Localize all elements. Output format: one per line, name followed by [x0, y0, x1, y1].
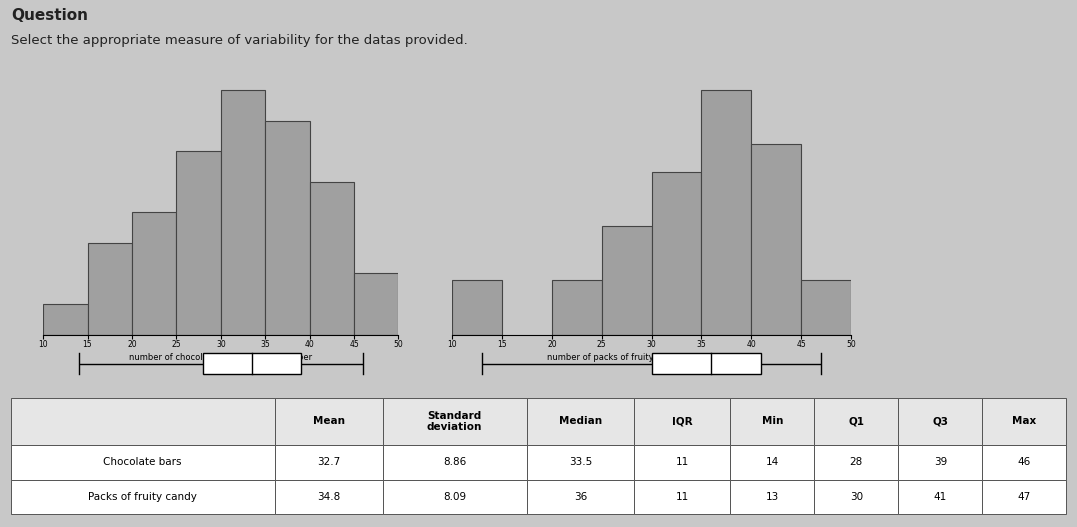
Text: 13: 13: [766, 492, 779, 502]
Text: IQR: IQR: [672, 416, 693, 426]
Text: Mean: Mean: [312, 416, 345, 426]
Bar: [982, 445, 1066, 480]
Text: Median: Median: [559, 416, 602, 426]
Bar: [730, 445, 814, 480]
Bar: [131, 212, 177, 335]
Text: Question: Question: [11, 8, 87, 23]
Bar: [701, 90, 752, 335]
Text: 41: 41: [934, 492, 947, 502]
Bar: [275, 445, 382, 480]
X-axis label: number of chocolate bars sold per member: number of chocolate bars sold per member: [129, 354, 312, 363]
Bar: [553, 280, 602, 335]
Text: 34.8: 34.8: [317, 492, 340, 502]
Bar: [275, 398, 382, 445]
Bar: [982, 480, 1066, 514]
Text: 8.09: 8.09: [443, 492, 466, 502]
Text: 11: 11: [675, 492, 689, 502]
Bar: [275, 480, 382, 514]
Bar: [527, 480, 634, 514]
X-axis label: number of packs of fruity candy sold per member: number of packs of fruity candy sold per…: [547, 354, 756, 363]
Bar: [43, 304, 87, 335]
Bar: [652, 353, 761, 374]
Text: Standard
deviation: Standard deviation: [426, 411, 482, 432]
Bar: [634, 445, 730, 480]
Bar: [634, 480, 730, 514]
Text: 46: 46: [1018, 457, 1031, 467]
Bar: [730, 480, 814, 514]
Bar: [730, 398, 814, 445]
Bar: [382, 445, 527, 480]
Bar: [814, 398, 898, 445]
Bar: [814, 480, 898, 514]
Text: 14: 14: [766, 457, 779, 467]
Text: 11: 11: [675, 457, 689, 467]
Text: 30: 30: [850, 492, 863, 502]
Bar: [221, 90, 265, 335]
Bar: [982, 398, 1066, 445]
Bar: [652, 171, 701, 335]
Text: Q1: Q1: [849, 416, 865, 426]
Bar: [11, 398, 275, 445]
Text: Max: Max: [1012, 416, 1036, 426]
Text: Chocolate bars: Chocolate bars: [103, 457, 182, 467]
Bar: [265, 121, 310, 335]
Text: Min: Min: [761, 416, 783, 426]
Bar: [177, 151, 221, 335]
Bar: [602, 226, 652, 335]
Text: Select the appropriate measure of variability for the datas provided.: Select the appropriate measure of variab…: [11, 34, 467, 47]
Text: 28: 28: [850, 457, 863, 467]
Bar: [814, 445, 898, 480]
Bar: [87, 243, 131, 335]
Text: 32.7: 32.7: [317, 457, 340, 467]
Text: 39: 39: [934, 457, 947, 467]
Bar: [634, 398, 730, 445]
Bar: [452, 280, 502, 335]
Bar: [527, 445, 634, 480]
Bar: [801, 280, 851, 335]
Bar: [11, 480, 275, 514]
Text: Q3: Q3: [933, 416, 948, 426]
Bar: [898, 480, 982, 514]
Bar: [527, 398, 634, 445]
Text: Packs of fruity candy: Packs of fruity candy: [88, 492, 197, 502]
Bar: [310, 182, 354, 335]
Bar: [382, 480, 527, 514]
Text: 36: 36: [574, 492, 587, 502]
Text: 47: 47: [1018, 492, 1031, 502]
Text: 8.86: 8.86: [443, 457, 466, 467]
Bar: [752, 144, 801, 335]
Bar: [382, 398, 527, 445]
Bar: [11, 445, 275, 480]
Bar: [354, 274, 398, 335]
Text: 33.5: 33.5: [569, 457, 592, 467]
Bar: [898, 445, 982, 480]
Bar: [898, 398, 982, 445]
Bar: [204, 353, 300, 374]
